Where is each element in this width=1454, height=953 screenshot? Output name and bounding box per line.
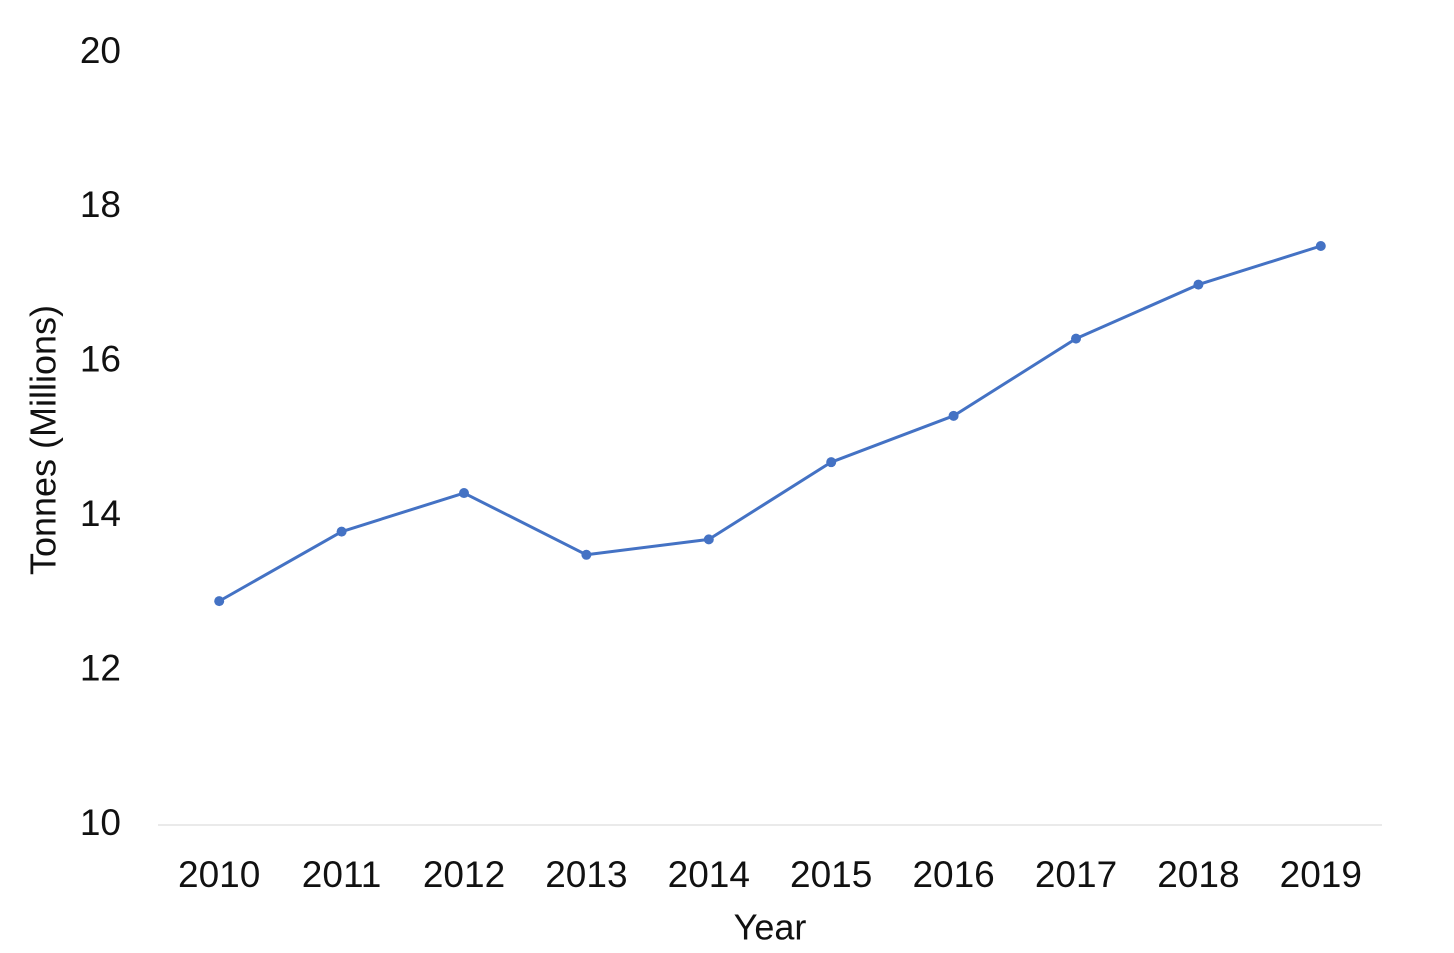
data-point [1071,333,1081,344]
x-tick-label: 2010 [178,854,260,895]
data-point [1193,279,1204,290]
x-tick-label: 2017 [1035,854,1117,895]
data-point [336,526,347,537]
data-point [1315,241,1326,251]
data-point [459,488,469,499]
data-point [703,534,714,545]
data-point [826,457,837,468]
y-tick-label: 18 [80,184,121,225]
y-tick-label: 20 [80,30,121,71]
x-tick-label: 2013 [545,854,627,895]
y-axis-title: Tonnes (Millions) [23,305,64,575]
x-axis-title: Year [734,907,807,948]
x-tick-label: 2018 [1157,854,1239,895]
data-point [581,549,592,560]
x-tick-label: 2012 [423,854,505,895]
y-tick-label: 12 [80,647,121,688]
line-series [218,244,1322,603]
y-tick-label: 10 [80,802,121,843]
y-tick-label: 16 [80,339,121,380]
data-point [948,410,959,421]
x-tick-label: 2019 [1280,854,1362,895]
x-tick-label: 2016 [912,854,994,895]
data-point [214,596,225,607]
y-tick-label: 14 [80,493,121,534]
x-tick-label: 2011 [302,854,382,895]
x-tick-label: 2014 [668,854,750,895]
x-tick-label: 2015 [790,854,872,895]
